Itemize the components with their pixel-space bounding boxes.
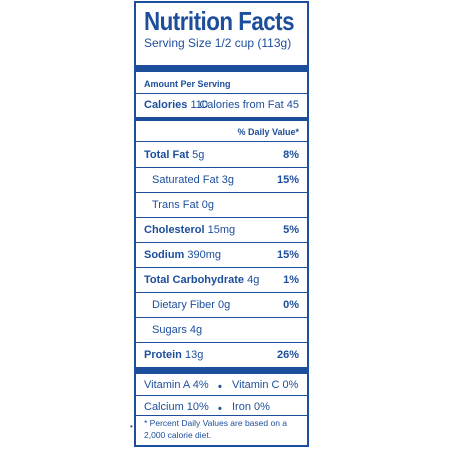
cholesterol-label: Cholesterol	[144, 224, 205, 236]
nutrition-facts-panel: Nutrition Facts Serving Size 1/2 cup (11…	[134, 1, 309, 447]
total-carb-pct: 1%	[283, 274, 299, 286]
divider	[136, 342, 307, 343]
calories-from-fat: Calories from Fat 45	[199, 99, 299, 111]
cholesterol-amount: 15mg	[207, 224, 236, 236]
divider	[136, 167, 307, 168]
divider	[136, 317, 307, 318]
total-carb-row: Total Carbohydrate 4g 1%	[144, 274, 299, 286]
divider	[136, 217, 307, 218]
total-fat-label: Total Fat	[144, 149, 190, 161]
vitamin-separator: •	[218, 381, 222, 393]
footnote-mark: •	[130, 422, 133, 431]
protein-row: Protein 13g 26%	[144, 349, 299, 361]
divider	[136, 242, 307, 243]
divider	[136, 93, 307, 94]
saturated-fat-row: Saturated Fat 3g 15%	[152, 174, 299, 186]
calories-value: 110	[190, 99, 209, 111]
total-fat-row: Total Fat 5g 8%	[144, 149, 299, 161]
dietary-fiber-label: Dietary Fiber 0g	[152, 299, 231, 311]
thick-divider	[136, 367, 307, 374]
protein-pct: 26%	[276, 349, 299, 361]
total-fat-amount: 5g	[192, 149, 205, 161]
cholesterol-pct: 5%	[283, 224, 299, 236]
medium-divider	[136, 117, 307, 121]
protein-label: Protein	[144, 349, 182, 361]
footnote: * Percent Daily Values are based on a 2,…	[144, 418, 288, 440]
calories-label: Calories	[144, 99, 188, 111]
mineral-separator: •	[218, 403, 222, 415]
sugars-label: Sugars 4g	[152, 324, 203, 336]
total-carb-amount: 4g	[247, 274, 260, 286]
dietary-fiber-row: Dietary Fiber 0g 0%	[152, 299, 299, 311]
vitamin-c: Vitamin C 0%	[232, 379, 299, 391]
calcium: Calcium 10%	[144, 401, 209, 413]
sodium-row: Sodium 390mg 15%	[144, 249, 299, 261]
divider	[136, 141, 307, 142]
vitamin-a: Vitamin A 4%	[144, 379, 209, 391]
trans-fat-row: Trans Fat 0g	[152, 199, 299, 211]
cholesterol-row: Cholesterol 15mg 5%	[144, 224, 299, 236]
sugars-row: Sugars 4g	[152, 324, 299, 336]
label-title: Nutrition Facts	[144, 6, 295, 36]
divider	[136, 415, 307, 416]
amount-per-serving: Amount Per Serving	[144, 79, 231, 89]
calories-row: Calories 110 Calories from Fat 45	[144, 99, 299, 111]
daily-value-header: % Daily Value*	[237, 127, 299, 137]
divider	[136, 395, 307, 396]
iron: Iron 0%	[232, 401, 270, 413]
sodium-pct: 15%	[276, 249, 299, 261]
dietary-fiber-pct: 0%	[283, 299, 299, 311]
saturated-fat-label: Saturated Fat 3g	[152, 174, 234, 186]
total-fat-pct: 8%	[283, 149, 299, 161]
sodium-amount: 390mg	[187, 249, 222, 261]
divider	[136, 292, 307, 293]
sodium-label: Sodium	[144, 249, 185, 261]
thick-divider	[136, 65, 307, 72]
total-carb-label: Total Carbohydrate	[144, 274, 245, 286]
divider	[136, 192, 307, 193]
trans-fat-label: Trans Fat 0g	[152, 199, 214, 211]
serving-size: Serving Size 1/2 cup (113g)	[144, 36, 292, 50]
divider	[136, 267, 307, 268]
saturated-fat-pct: 15%	[276, 174, 299, 186]
protein-amount: 13g	[184, 349, 204, 361]
